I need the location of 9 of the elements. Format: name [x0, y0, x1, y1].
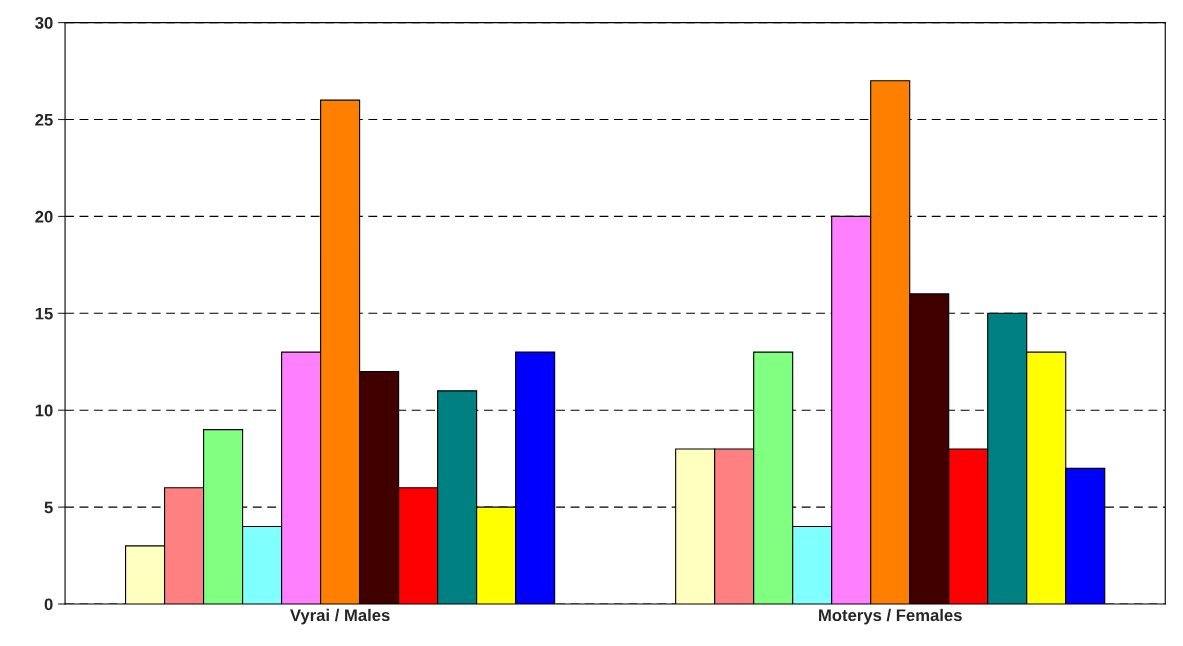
- x-tick-label: Moterys / Females: [819, 608, 962, 625]
- y-tick-label: 25: [35, 113, 53, 126]
- y-tick-label: 30: [35, 17, 53, 29]
- y-tick-label: 10: [35, 404, 53, 417]
- x-tick-label: Vyrai / Males: [290, 608, 390, 625]
- y-tick-label: 20: [35, 210, 53, 223]
- y-tick-label: 15: [35, 307, 53, 320]
- y-tick-label: 5: [44, 501, 53, 514]
- y-tick-label: 0: [44, 598, 53, 611]
